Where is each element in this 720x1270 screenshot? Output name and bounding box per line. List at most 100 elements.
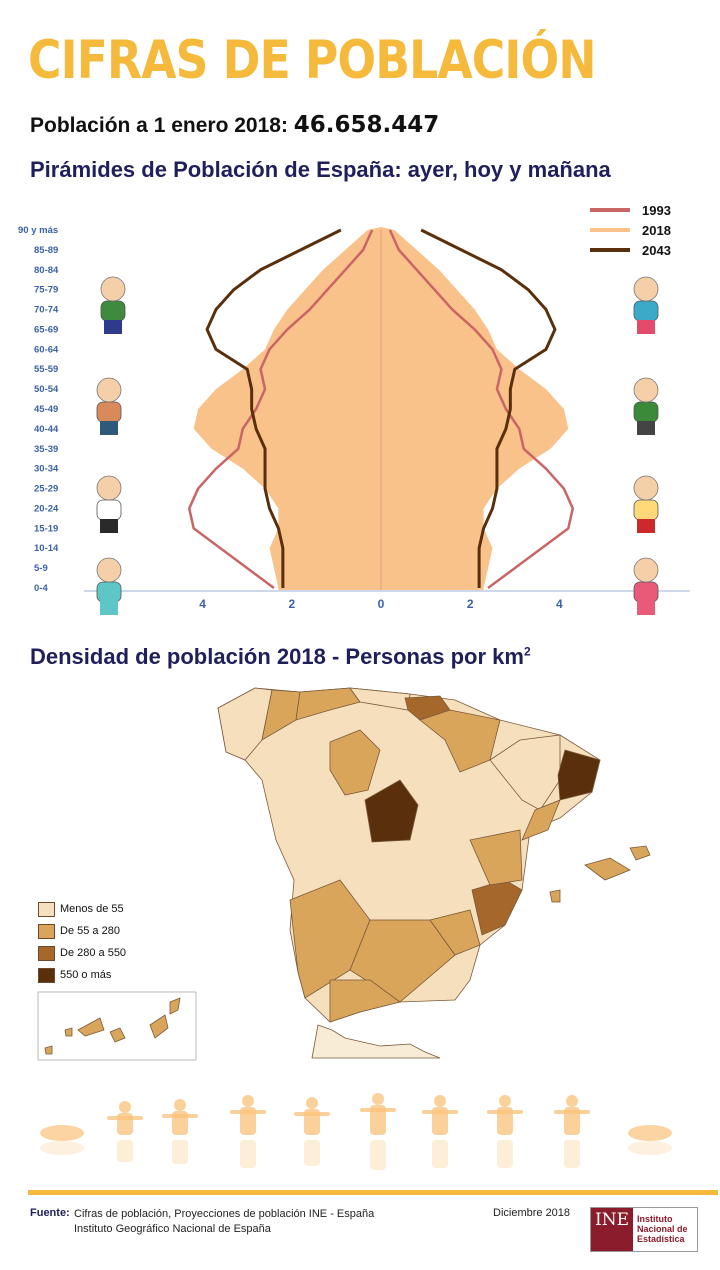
legend-item: De 55 a 280	[38, 920, 126, 942]
person-icon	[100, 276, 126, 302]
person-icon	[637, 320, 655, 334]
map-region	[349, 919, 456, 1003]
person-icon	[637, 421, 655, 435]
person-silhouette-icon	[370, 1140, 386, 1170]
map-region	[549, 889, 561, 903]
person-silhouette-icon	[370, 1105, 386, 1135]
footer-date: Diciembre 2018	[493, 1207, 571, 1219]
series-1993-line-right	[388, 229, 575, 590]
person-icon	[633, 475, 659, 501]
africa-coast	[311, 1024, 441, 1059]
person-silhouette-icon	[174, 1099, 186, 1111]
x-tick-label: 2	[467, 597, 474, 611]
ine-name-2: Nacional de	[637, 1224, 688, 1234]
legend-swatch	[38, 901, 55, 917]
person-silhouette-icon	[487, 1110, 523, 1114]
person-icon	[633, 499, 659, 521]
person-icon	[637, 601, 655, 615]
source-label: Fuente:	[30, 1207, 70, 1219]
person-silhouette-icon	[162, 1114, 198, 1118]
age-group-label: 85-89	[34, 245, 58, 256]
map-region	[364, 779, 419, 843]
age-group-label: 60-64	[34, 344, 59, 355]
person-icon	[633, 377, 659, 403]
legend-item: 550 o más	[38, 964, 126, 986]
legend-swatch	[38, 923, 55, 939]
age-group-label: 0-4	[34, 583, 48, 594]
person-silhouette-icon	[119, 1101, 131, 1113]
map-region	[295, 687, 361, 721]
person-silhouette-icon	[434, 1095, 446, 1107]
map-region	[521, 799, 561, 841]
x-tick-label: 0	[378, 597, 385, 611]
person-silhouette-icon	[628, 1125, 672, 1141]
map-region	[169, 997, 181, 1015]
person-silhouette-icon	[566, 1095, 578, 1107]
age-group-label: 35-39	[34, 444, 58, 455]
map-region	[329, 729, 381, 796]
age-group-label: 45-49	[34, 404, 58, 415]
density-title: Densidad de población 2018 - Personas po…	[30, 644, 531, 670]
map-region	[44, 1045, 53, 1055]
person-silhouette-icon	[432, 1140, 448, 1168]
legend-item: Menos de 55	[38, 898, 126, 920]
person-silhouette-icon	[172, 1140, 188, 1164]
map-region	[629, 845, 651, 861]
age-group-label: 70-74	[34, 305, 59, 316]
legend-label-2043: 2043	[642, 243, 671, 258]
series-2043-line-right	[420, 228, 557, 588]
map-region	[77, 1017, 105, 1037]
ine-name-1: Instituto	[637, 1214, 673, 1224]
age-group-label: 90 y más	[18, 225, 58, 236]
map-region	[419, 709, 501, 773]
x-tick-label: 4	[199, 597, 206, 611]
person-icon	[104, 320, 122, 334]
person-silhouette-icon	[117, 1140, 133, 1162]
person-icon	[96, 499, 122, 521]
legend-label: De 280 a 550	[60, 947, 127, 959]
density-legend: Menos de 55 De 55 a 280 De 280 a 550 550…	[38, 898, 126, 986]
map-region	[429, 909, 481, 956]
population-pyramid-chart: 64202460-45-910-1415-1920-2425-2930-3435…	[18, 203, 690, 615]
age-group-label: 55-59	[34, 364, 58, 375]
legend-label-2018: 2018	[642, 223, 671, 238]
legend-swatch	[38, 967, 55, 983]
legend-label: Menos de 55	[60, 903, 124, 915]
population-label: Población a 1 enero 2018:	[30, 114, 288, 137]
person-icon	[633, 276, 659, 302]
age-group-label: 25-29	[34, 484, 58, 495]
person-silhouette-icon	[564, 1140, 580, 1168]
age-group-label: 80-84	[34, 265, 59, 276]
person-silhouette-icon	[304, 1140, 320, 1166]
people-silhouettes-decoration	[40, 1093, 672, 1170]
map-region	[469, 829, 523, 886]
person-silhouette-icon	[306, 1097, 318, 1109]
person-icon	[633, 557, 659, 583]
age-group-label: 50-54	[34, 384, 59, 395]
density-title-sup: 2	[523, 644, 531, 659]
map-region	[109, 1027, 126, 1043]
legend-item: De 280 a 550	[38, 942, 126, 964]
age-group-label: 20-24	[34, 503, 59, 514]
map-region	[329, 979, 401, 1023]
person-icon	[633, 581, 659, 603]
source-line-1: Cifras de población, Proyecciones de pob…	[74, 1208, 375, 1220]
person-silhouette-icon	[240, 1140, 256, 1168]
age-group-label: 5-9	[34, 563, 48, 574]
series-2043-line-left	[205, 228, 342, 588]
map-region	[64, 1027, 73, 1037]
x-tick-label: 2	[288, 597, 295, 611]
person-silhouette-icon	[497, 1140, 513, 1168]
legend-label: De 55 a 280	[60, 925, 120, 937]
ine-logo-mark: INE	[591, 1208, 633, 1251]
footer-source: Fuente:	[30, 1207, 70, 1219]
person-icon	[96, 401, 122, 423]
person-silhouette-icon	[422, 1110, 458, 1114]
source-line-2: Instituto Geográfico Nacional de España	[74, 1223, 271, 1235]
x-tick-label: 4	[556, 597, 563, 611]
series-1993-line-left	[187, 229, 374, 590]
person-icon	[100, 519, 118, 533]
spain-density-map	[37, 687, 651, 1061]
person-icon	[100, 601, 118, 615]
legend-label: 550 o más	[60, 969, 112, 981]
